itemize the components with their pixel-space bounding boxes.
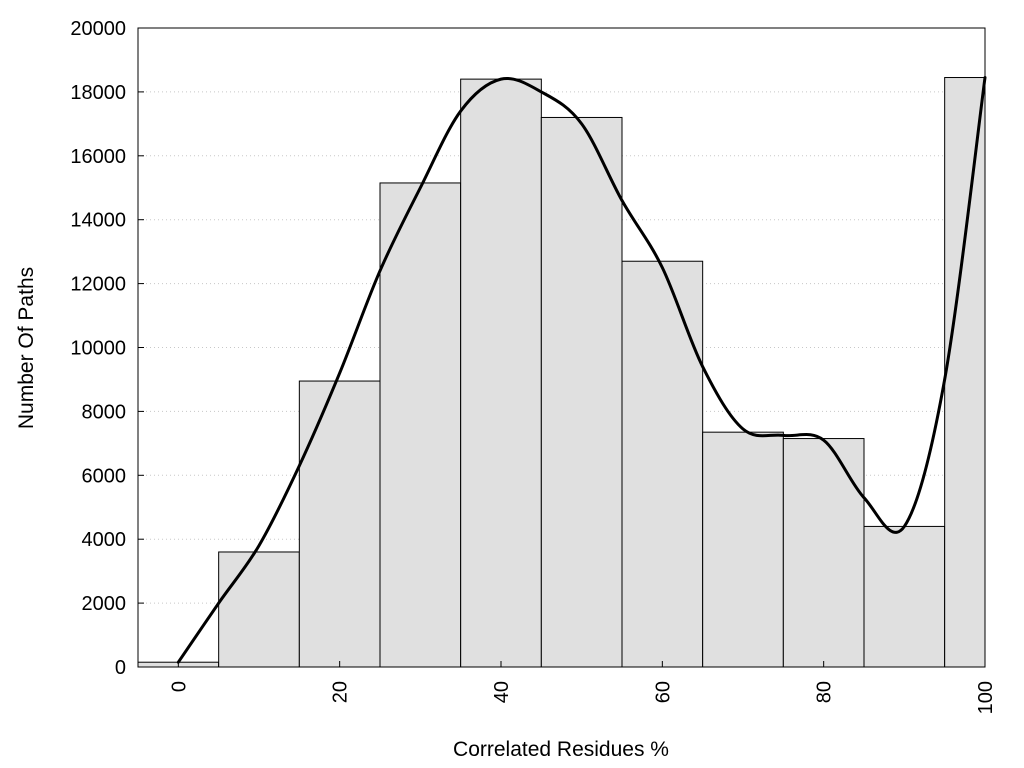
x-tick-label: 20 [330,681,352,703]
y-tick-label: 16000 [70,146,126,168]
bar [621,260,704,668]
bar [460,78,542,668]
bar [702,431,784,668]
y-tick-label: 12000 [70,274,126,296]
bar [863,525,946,668]
y-tick-label: 4000 [82,529,127,551]
bars [137,77,986,668]
y-tick-label: 6000 [82,465,127,487]
x-tick-label: 80 [814,681,836,703]
series-line [176,76,987,664]
y-axis-title: Number Of Paths [15,267,38,429]
bar [944,77,986,668]
y-tick-label: 0 [115,657,126,679]
x-axis: 0 20 40 60 80 100 [168,661,997,714]
y-tick-label: 14000 [70,210,126,232]
y-tick-label: 2000 [82,593,127,615]
bar [540,116,623,668]
y-tick-label: 10000 [70,338,126,360]
x-tick-label: 0 [168,681,190,692]
x-tick-label: 60 [652,681,674,703]
bar [782,438,865,668]
y-tick-label: 20000 [70,18,126,40]
bar [379,182,462,668]
bar [218,551,300,668]
x-tick-label: 100 [975,681,997,714]
bar [298,380,381,668]
x-axis-title: Correlated Residues % [453,738,669,761]
y-tick-label: 8000 [82,401,127,423]
y-axis: 0 2000 4000 6000 8000 10000 12000 14000 16000 180… [70,18,144,679]
smooth-curve [176,76,987,664]
y-tick-label: 18000 [70,82,126,104]
x-tick-label: 40 [491,681,513,703]
